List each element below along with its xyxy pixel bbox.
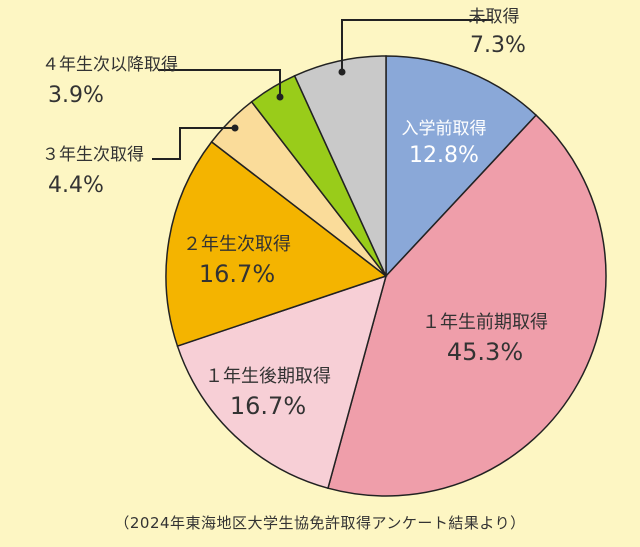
slice-name-label: １年生後期取得 (205, 366, 331, 387)
leader-dot (276, 93, 284, 101)
slice-value-label: 16.7% (199, 260, 275, 288)
pie-slice-2 (327, 114, 607, 497)
slice-value-label: 12.8% (409, 143, 479, 168)
slice-value-label: 4.4% (48, 173, 104, 198)
slice-name-label: 未取得 (469, 7, 520, 27)
leader-dot (338, 68, 346, 76)
slice-value-label: 16.7% (230, 392, 306, 420)
pie-slice-7 (293, 55, 387, 277)
slice-name-label: ２年生次取得 (183, 234, 291, 255)
leader-line (158, 69, 281, 97)
leader-line (341, 19, 492, 72)
pie-slice-1 (385, 55, 538, 278)
pie-chart: 入学前取得 12.8% １年生前期取得 45.3% １年生後期取得 16.7% ２年生次取得… (42, 7, 607, 497)
leader-line (152, 127, 235, 160)
slice-name-label: 入学前取得 (402, 119, 487, 139)
slice-value-label: 45.3% (447, 338, 523, 366)
leader-dot (231, 124, 239, 132)
pie-slice-4 (165, 140, 388, 348)
slice-value-label: 7.3% (470, 33, 526, 58)
slice-value-label: 3.9% (48, 83, 104, 108)
slice-name-label: ３年生次取得 (42, 145, 144, 165)
source-caption: （2024年東海地区大学生協免許取得アンケート結果より） (114, 514, 526, 532)
slice-name-label: ４年生次以降取得 (42, 55, 178, 75)
slice-name-label: １年生前期取得 (422, 312, 548, 333)
